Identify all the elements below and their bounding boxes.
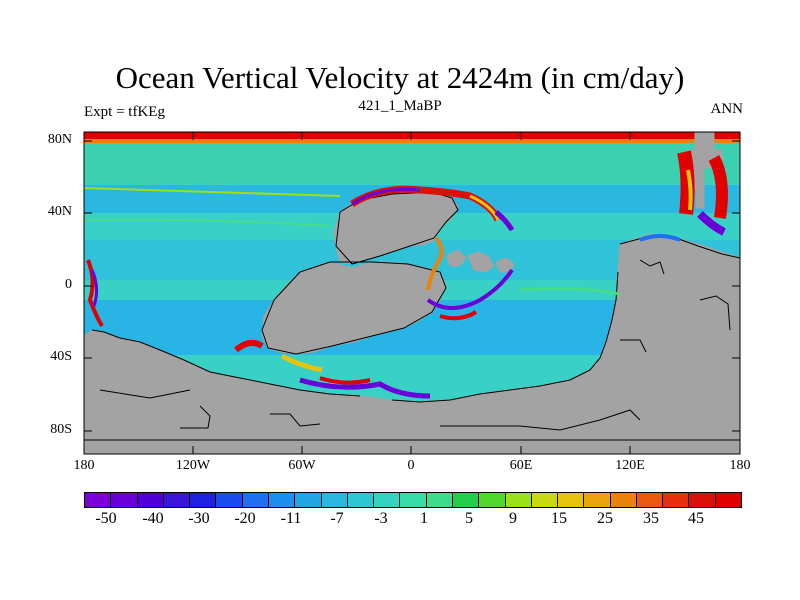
colorbar-swatch bbox=[584, 493, 611, 507]
colorbar-swatch bbox=[321, 493, 348, 507]
land-northeast bbox=[687, 131, 723, 209]
x-tick-60w: 60W bbox=[288, 458, 316, 473]
x-tick-180-west: 180 bbox=[73, 458, 95, 473]
colorbar-swatch bbox=[163, 493, 191, 507]
x-tick-120w: 120W bbox=[175, 458, 211, 473]
colorbar-label: 5 bbox=[465, 510, 473, 527]
colorbar-swatch bbox=[111, 493, 138, 507]
colorbar-label: 9 bbox=[509, 510, 517, 527]
season-label: ANN bbox=[710, 101, 744, 117]
colorbar-swatch bbox=[374, 493, 401, 507]
colorbar-swatch bbox=[505, 493, 532, 507]
colorbar-swatch bbox=[610, 493, 637, 507]
plot-frame bbox=[83, 131, 741, 455]
colorbar-swatch bbox=[426, 493, 453, 507]
colorbar-swatch bbox=[242, 493, 269, 507]
colorbar-swatch bbox=[636, 493, 664, 507]
run-label: 421_1_MaBP bbox=[358, 98, 442, 114]
land-island-b bbox=[445, 249, 467, 267]
colorbar-swatch bbox=[85, 493, 112, 507]
colorbar-label: -40 bbox=[142, 510, 164, 527]
colorbar-label: -3 bbox=[374, 510, 388, 527]
y-tick-80n: 80N bbox=[47, 132, 72, 147]
colorbar-label: -50 bbox=[95, 510, 117, 527]
colorbar-swatch bbox=[400, 493, 427, 507]
x-tick-180-east: 180 bbox=[729, 458, 751, 473]
land-island-c bbox=[495, 257, 515, 273]
colorbar-label: 1 bbox=[420, 510, 428, 527]
colorbar-swatch bbox=[347, 493, 375, 507]
plot-title: Ocean Vertical Velocity at 2424m (in cm/… bbox=[115, 60, 685, 95]
coastal-anomalies bbox=[83, 150, 728, 399]
y-tick-80s: 80S bbox=[50, 422, 72, 437]
colorbar-label: -7 bbox=[330, 510, 344, 527]
x-tick-120e: 120E bbox=[615, 458, 645, 473]
land-island-a bbox=[467, 251, 495, 273]
coastlines bbox=[84, 191, 741, 441]
colorbar-label: 35 bbox=[643, 510, 659, 527]
colorbar-swatch bbox=[190, 493, 217, 507]
colorbar-label: -11 bbox=[280, 510, 302, 527]
colorbar-label: 15 bbox=[551, 510, 567, 527]
colorbar-swatch bbox=[268, 493, 296, 507]
colorbar-swatch bbox=[689, 493, 716, 507]
colorbar-swatch bbox=[295, 493, 322, 507]
colorbar-swatch bbox=[531, 493, 559, 507]
colorbar-swatch bbox=[479, 493, 506, 507]
y-tick-40n: 40N bbox=[47, 204, 72, 219]
x-tick-0: 0 bbox=[407, 458, 415, 473]
experiment-label: Expt = tfKEg bbox=[84, 104, 165, 120]
colorbar-swatch bbox=[715, 493, 742, 507]
land-masses bbox=[83, 131, 741, 455]
y-tick-0: 0 bbox=[65, 277, 72, 292]
polar-upwelling-edge bbox=[84, 139, 740, 143]
x-tick-60e: 60E bbox=[509, 458, 533, 473]
colorbar-label: -20 bbox=[234, 510, 256, 527]
colorbar-label: 25 bbox=[597, 510, 613, 527]
colorbar-swatch bbox=[663, 493, 690, 507]
colorbar bbox=[84, 492, 742, 508]
polar-upwelling-band bbox=[84, 132, 740, 141]
colorbar-swatch bbox=[216, 493, 243, 507]
ocean-band-north bbox=[84, 144, 740, 184]
colorbar-label: 45 bbox=[688, 510, 704, 527]
colorbar-swatch bbox=[452, 493, 480, 507]
colorbar-swatch bbox=[137, 493, 164, 507]
colorbar-swatch bbox=[558, 493, 585, 507]
y-tick-40s: 40S bbox=[50, 349, 72, 364]
colorbar-label: -30 bbox=[188, 510, 210, 527]
